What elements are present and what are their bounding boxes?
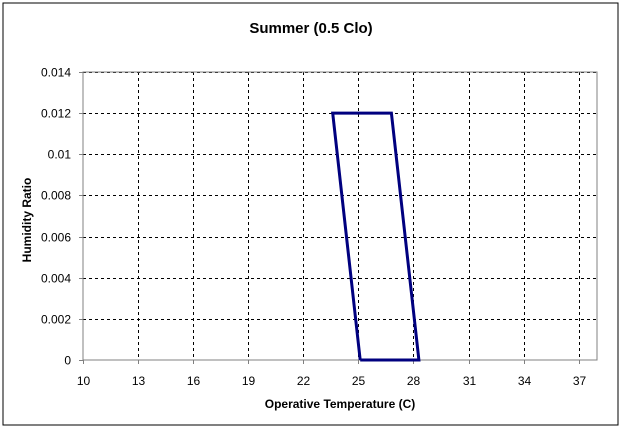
- plot-area: [83, 72, 597, 360]
- y-axis-label: Humidity Ratio: [20, 178, 34, 263]
- y-tick-label: 0: [64, 354, 71, 368]
- x-tick-label: 13: [132, 374, 146, 388]
- x-tick-label: 19: [242, 374, 256, 388]
- x-tick-label: 37: [573, 374, 587, 388]
- y-tick-label: 0.006: [41, 231, 71, 245]
- y-tick-label: 0.004: [41, 272, 71, 286]
- x-tick-label: 22: [297, 374, 311, 388]
- y-tick-label: 0.002: [41, 313, 71, 327]
- y-tick-label: 0.012: [41, 107, 71, 121]
- y-tick-label: 0.01: [48, 148, 72, 162]
- axis-ticks: 10 13 16 19 22 25 28 31 34 37 0 0.002 0.004 0.006 0.00…: [41, 66, 587, 389]
- x-tick-label: 16: [187, 374, 201, 388]
- series-layer: [331, 111, 421, 362]
- x-tick-label: 28: [407, 374, 421, 388]
- plot-area-border: [82, 71, 598, 361]
- y-tick-label: 0.008: [41, 189, 71, 203]
- x-axis-label: Operative Temperature (C): [265, 397, 416, 411]
- chart-title: Summer (0.5 Clo): [249, 20, 372, 37]
- x-tick-label: 34: [518, 374, 532, 388]
- comfort-zone-line: [331, 111, 421, 362]
- x-tick-label: 25: [352, 374, 366, 388]
- x-tick-label: 31: [463, 374, 477, 388]
- x-tick-label: 10: [77, 374, 91, 388]
- y-tick-label: 0.014: [41, 66, 71, 80]
